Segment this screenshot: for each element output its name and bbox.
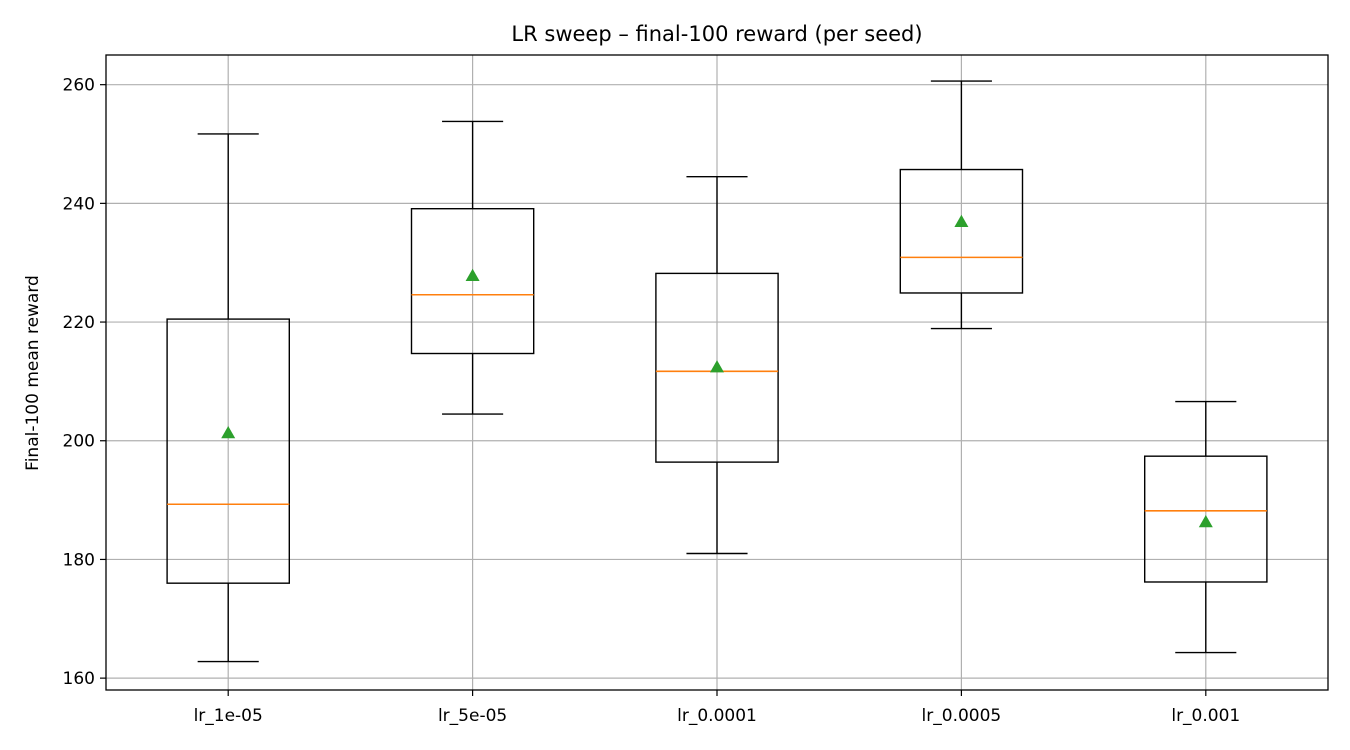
iqr-box: [410, 208, 535, 355]
y-tick-label: 200: [63, 432, 95, 452]
y-tick-label: 220: [63, 313, 95, 333]
box-lr_0.0005: [899, 80, 1024, 330]
box-lr_5e-05: [410, 120, 535, 415]
mean-marker: [954, 214, 969, 228]
mean-marker: [221, 426, 236, 439]
box-lr_0.0001: [655, 175, 779, 555]
iqr-box: [655, 272, 779, 463]
x-tick-label: lr_0.0005: [922, 706, 1002, 726]
ticks: 160 180 200 220 240 260 lr_1e-05 lr_5e-05 lr_0.0…: [63, 76, 1241, 726]
mean-marker: [1198, 515, 1213, 528]
box-lr_0.001: [1143, 400, 1268, 654]
boxes: [166, 80, 1268, 663]
x-tick-label: lr_1e-05: [194, 706, 263, 726]
x-tick-label: lr_0.0001: [677, 706, 757, 726]
chart-title: LR sweep – final-100 reward (per seed): [511, 22, 922, 46]
iqr-box: [166, 318, 291, 584]
y-tick-label: 180: [63, 550, 95, 570]
x-tick-label: lr_5e-05: [438, 706, 507, 726]
x-tick-label: lr_0.001: [1171, 706, 1240, 726]
y-tick-label: 240: [63, 194, 95, 214]
iqr-box: [899, 168, 1024, 294]
box-lr_1e-05: [166, 133, 291, 663]
y-tick-label: 160: [63, 669, 95, 689]
mean-marker: [465, 268, 480, 282]
y-tick-label: 260: [63, 76, 95, 96]
y-axis-label: Final-100 mean reward: [23, 275, 43, 471]
iqr-box: [1143, 455, 1268, 583]
mean-marker: [710, 360, 724, 373]
